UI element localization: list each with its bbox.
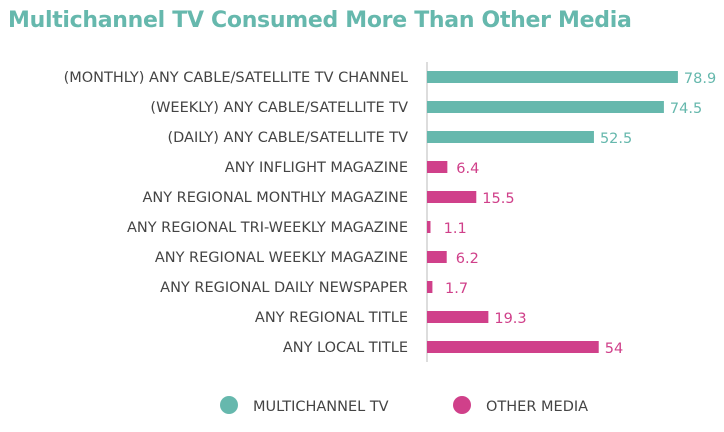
data-label: 19.3 (494, 311, 526, 327)
legend-marker (453, 396, 471, 414)
bar (427, 191, 477, 203)
category-label: ANY LOCAL TITLE (283, 340, 408, 356)
category-label: ANY INFLIGHT MAGAZINE (225, 160, 408, 176)
data-label: 52.5 (600, 131, 632, 147)
legend-marker (220, 396, 238, 414)
bar (427, 341, 599, 353)
category-label: (DAILY) ANY CABLE/SATELLITE TV (167, 130, 408, 146)
chart-title: Multichannel TV Consumed More Than Other… (8, 8, 632, 33)
data-label: 54 (605, 341, 623, 357)
category-label: ANY REGIONAL TITLE (255, 310, 408, 326)
bar (427, 101, 664, 113)
data-label: 78.9 (684, 71, 716, 87)
bar (427, 161, 448, 173)
category-label: ANY REGIONAL DAILY NEWSPAPER (160, 280, 408, 296)
bar (427, 251, 447, 263)
legend-label: OTHER MEDIA (486, 399, 588, 415)
data-label: 1.7 (445, 281, 468, 297)
bar (427, 311, 489, 323)
data-label: 15.5 (482, 191, 514, 207)
bar (427, 281, 433, 293)
category-label: ANY REGIONAL WEEKLY MAGAZINE (155, 250, 408, 266)
bar (427, 71, 678, 83)
data-label: 74.5 (670, 101, 702, 117)
data-label: 6.4 (456, 161, 479, 177)
legend-label: MULTICHANNEL TV (253, 399, 389, 415)
data-label: 1.1 (444, 221, 467, 237)
category-label: (WEEKLY) ANY CABLE/SATELLITE TV (150, 100, 408, 116)
bar (427, 221, 431, 233)
category-label: (MONTHLY) ANY CABLE/SATELLITE TV CHANNEL (64, 70, 408, 86)
data-label: 6.2 (456, 251, 479, 267)
category-label: ANY REGIONAL MONTHLY MAGAZINE (142, 190, 408, 206)
bar (427, 131, 594, 143)
category-label: ANY REGIONAL TRI-WEEKLY MAGAZINE (127, 220, 408, 236)
